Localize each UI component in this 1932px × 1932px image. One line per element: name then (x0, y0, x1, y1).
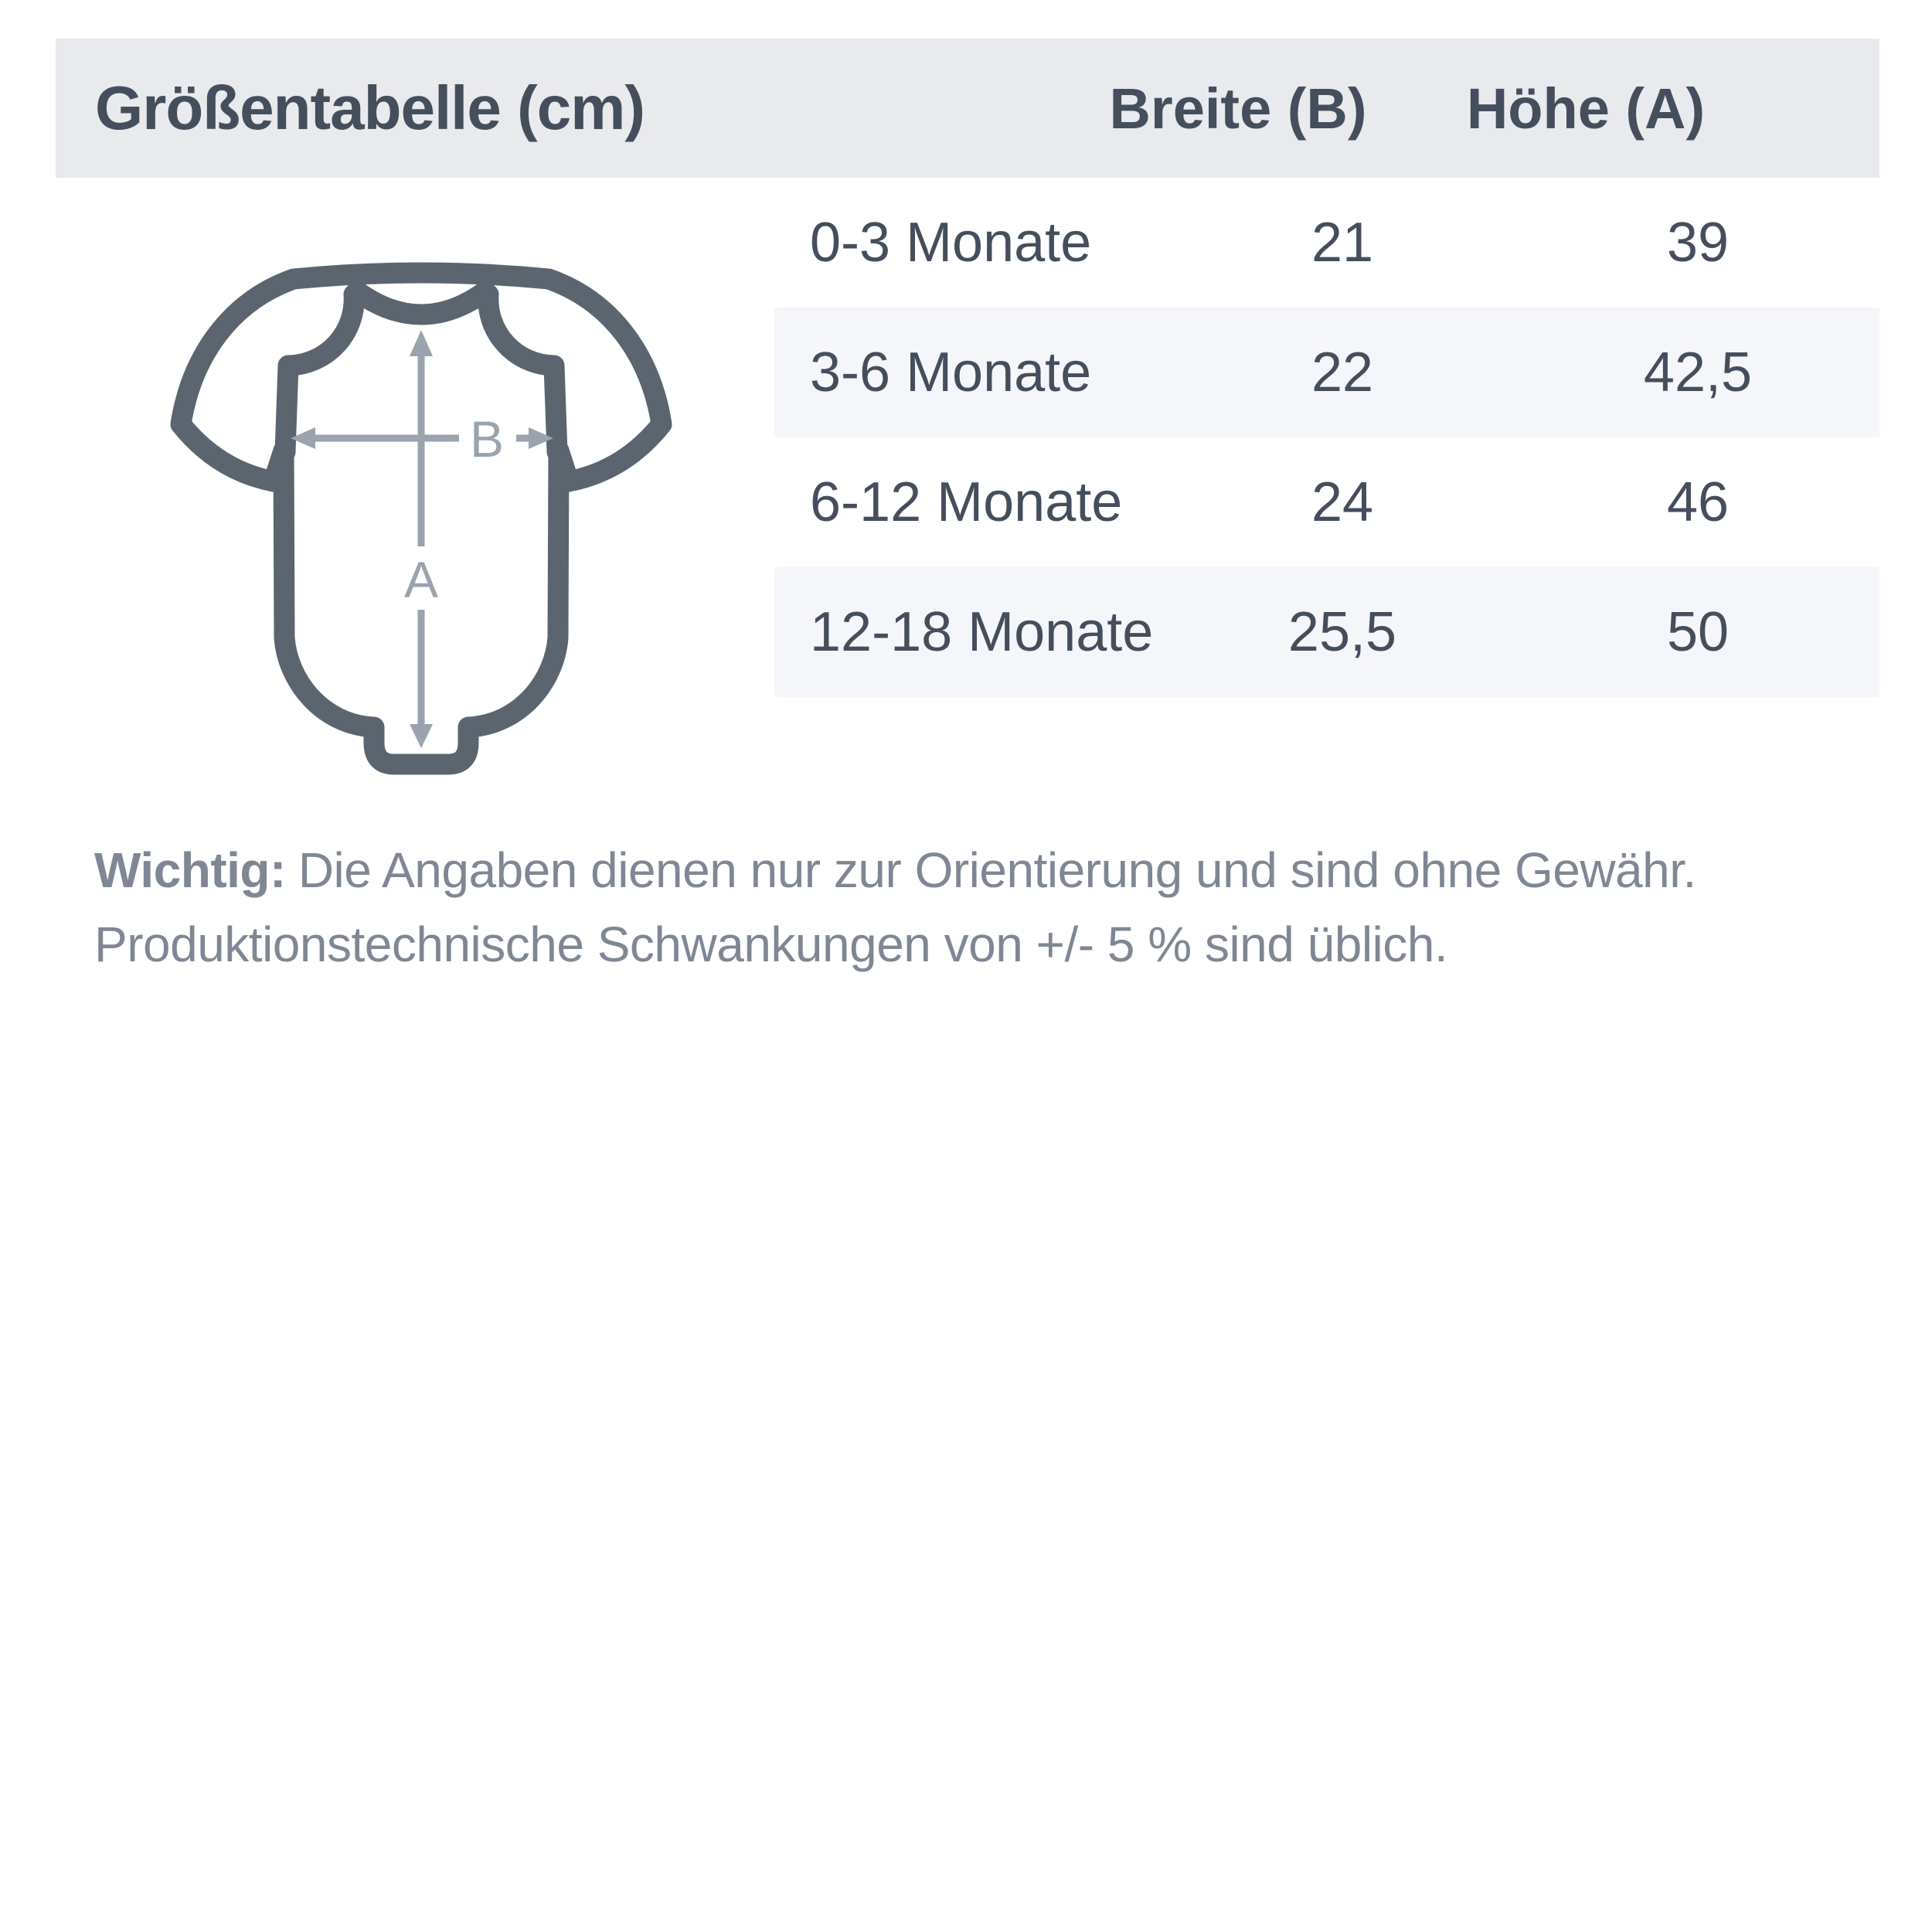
arrow-right-icon (529, 427, 553, 449)
height-value: 39 (1666, 212, 1730, 274)
height-arrow: A (404, 330, 438, 748)
baby-bodysuit-icon: A B (170, 262, 672, 775)
left-shoulder-seam (274, 284, 365, 463)
size-label: 0-3 Monate (810, 212, 1092, 274)
width-value: 22 (1311, 342, 1374, 403)
size-rows: 0-3 Monate 21 39 3-6 Monate 22 42,5 6-12… (774, 178, 1879, 697)
note-line1: Die Angaben dienen nur zur Orientierung … (298, 842, 1696, 898)
table-header-row: Größentabelle (cm) Breite (B) Höhe (A) (56, 39, 1879, 178)
column-header-height: Höhe (A) (1466, 76, 1706, 141)
width-marker-label: B (470, 410, 504, 468)
table-row: 12-18 Monate 25,5 50 (774, 567, 1879, 697)
arrow-down-icon (410, 724, 433, 748)
size-label: 12-18 Monate (810, 601, 1154, 663)
disclaimer-note: Wichtig: Die Angaben dienen nur zur Orien… (94, 833, 1872, 981)
height-marker-label: A (404, 551, 438, 608)
size-chart: Größentabelle (cm) Breite (B) Höhe (A) (56, 39, 1879, 775)
width-value: 25,5 (1287, 601, 1397, 663)
column-header-width: Breite (B) (1109, 76, 1367, 141)
collar-band (346, 281, 496, 325)
height-value: 50 (1666, 601, 1730, 663)
table-row: 6-12 Monate 24 46 (774, 437, 1879, 567)
width-arrow: B (291, 410, 553, 468)
bodysuit-diagram: A B (56, 178, 774, 775)
height-value: 46 (1666, 471, 1730, 533)
note-label: Wichtig: (94, 842, 286, 898)
note-line2: Produktionstechnische Schwankungen von +… (94, 917, 1448, 972)
table-row: 0-3 Monate 21 39 (774, 178, 1879, 308)
table-row: 3-6 Monate 22 42,5 (774, 308, 1879, 437)
right-shoulder-seam (478, 284, 568, 463)
table-body: A B 0-3 Monate 21 39 (56, 178, 1879, 775)
page-title: Größentabelle (cm) (95, 73, 645, 142)
bodysuit-outline (170, 262, 672, 775)
arrow-left-icon (291, 427, 315, 449)
width-value: 24 (1311, 471, 1374, 533)
arrow-up-icon (410, 330, 433, 356)
size-label: 3-6 Monate (810, 342, 1092, 403)
width-value: 21 (1311, 212, 1374, 274)
height-value: 42,5 (1643, 342, 1753, 403)
size-label: 6-12 Monate (810, 471, 1123, 533)
